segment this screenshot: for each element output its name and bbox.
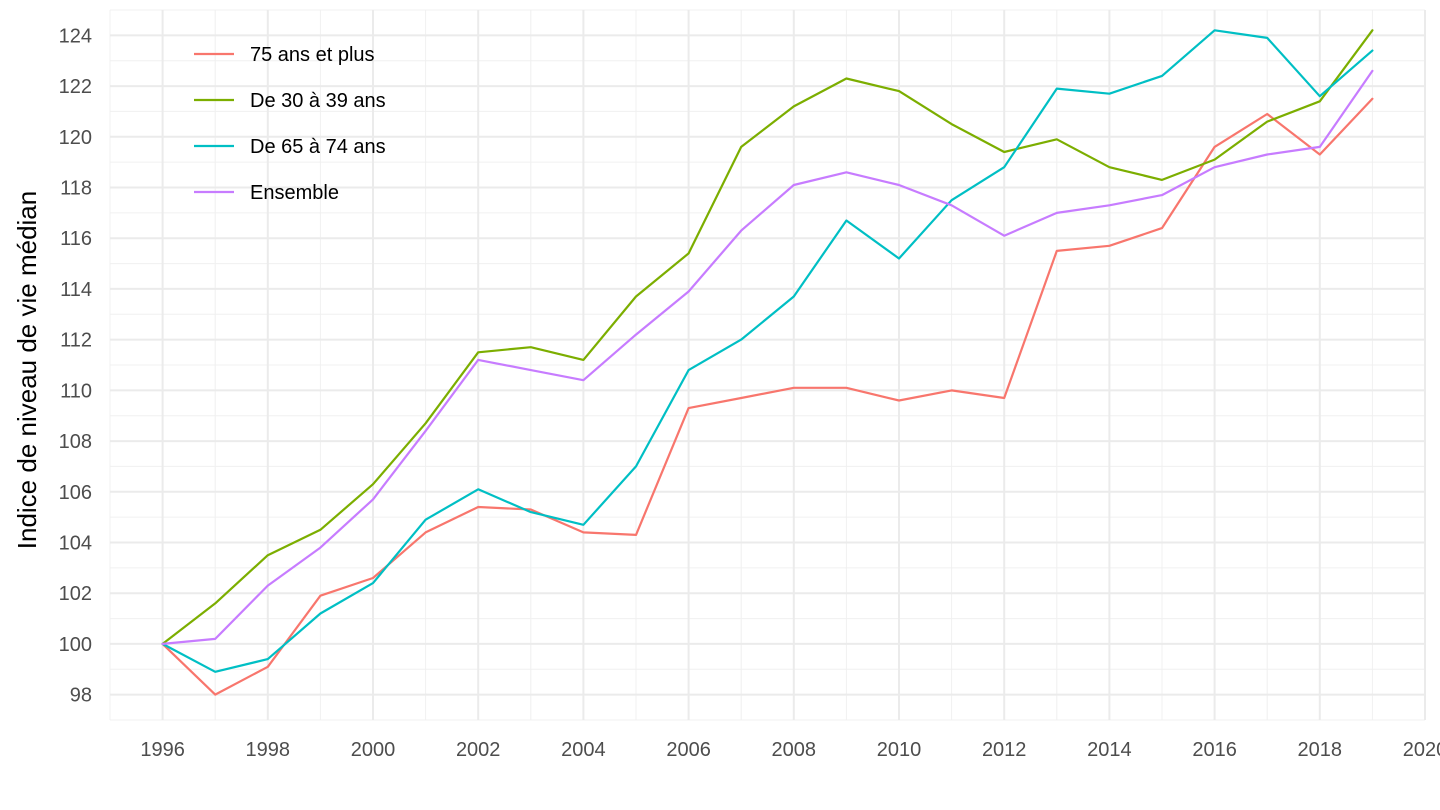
y-tick-label: 100 [59,634,92,656]
y-tick-label: 122 [59,76,92,98]
y-tick-label: 102 [59,583,92,605]
x-tick-label: 2016 [1192,739,1237,761]
series-lines [161,29,1374,696]
x-tick-label: 1998 [246,739,291,761]
legend-item: 75 ans et plus [194,44,375,66]
x-tick-label: 2020 [1403,739,1440,761]
x-tick-label: 2006 [666,739,711,761]
y-tick-label: 114 [60,279,92,301]
y-tick-label: 104 [59,533,92,555]
x-tick-label: 2010 [877,739,922,761]
series-line-4 [161,69,1374,646]
x-tick-label: 2014 [1087,739,1132,761]
x-tick-label: 2002 [456,739,501,761]
major-gridlines [110,10,1426,720]
x-tick-label: 2018 [1298,739,1343,761]
y-tick-label: 106 [59,482,92,504]
legend-label: Ensemble [250,182,339,204]
legend-label: 75 ans et plus [250,44,375,66]
x-tick-label: 2012 [982,739,1027,761]
y-tick-label: 110 [60,380,92,402]
series-line-3 [161,29,1374,673]
series-line-1 [161,97,1374,696]
legend-label: De 65 à 74 ans [250,136,386,158]
legend-item: Ensemble [194,182,339,204]
series-line-2 [161,29,1374,646]
y-tick-label: 124 [59,25,92,47]
y-tick-label: 108 [59,431,92,453]
x-tick-label: 2000 [351,739,396,761]
y-tick-label: 120 [59,127,92,149]
minor-gridlines [109,9,1425,721]
x-tick-label: 1996 [140,739,185,761]
x-tick-label: 2004 [561,739,606,761]
y-axis-tick-labels: 98 100 102 104 106 108 110 112 114 116 118 120 122 12… [59,25,92,706]
legend-item: De 65 à 74 ans [194,136,386,158]
y-tick-label: 118 [60,178,92,200]
y-tick-label: 98 [70,685,92,707]
y-axis-title: Indice de niveau de vie médian [12,191,42,549]
x-tick-label: 2008 [772,739,817,761]
legend-label: De 30 à 39 ans [250,90,386,112]
x-axis-tick-labels: 1996 1998 2000 2002 2004 2006 2008 2010 2012 2014… [140,739,1440,761]
legend-item: De 30 à 39 ans [194,90,386,112]
y-tick-label: 116 [60,228,92,250]
legend: 75 ans et plus De 30 à 39 ans De 65 à 74 a… [194,44,386,204]
y-tick-label: 112 [60,330,92,352]
